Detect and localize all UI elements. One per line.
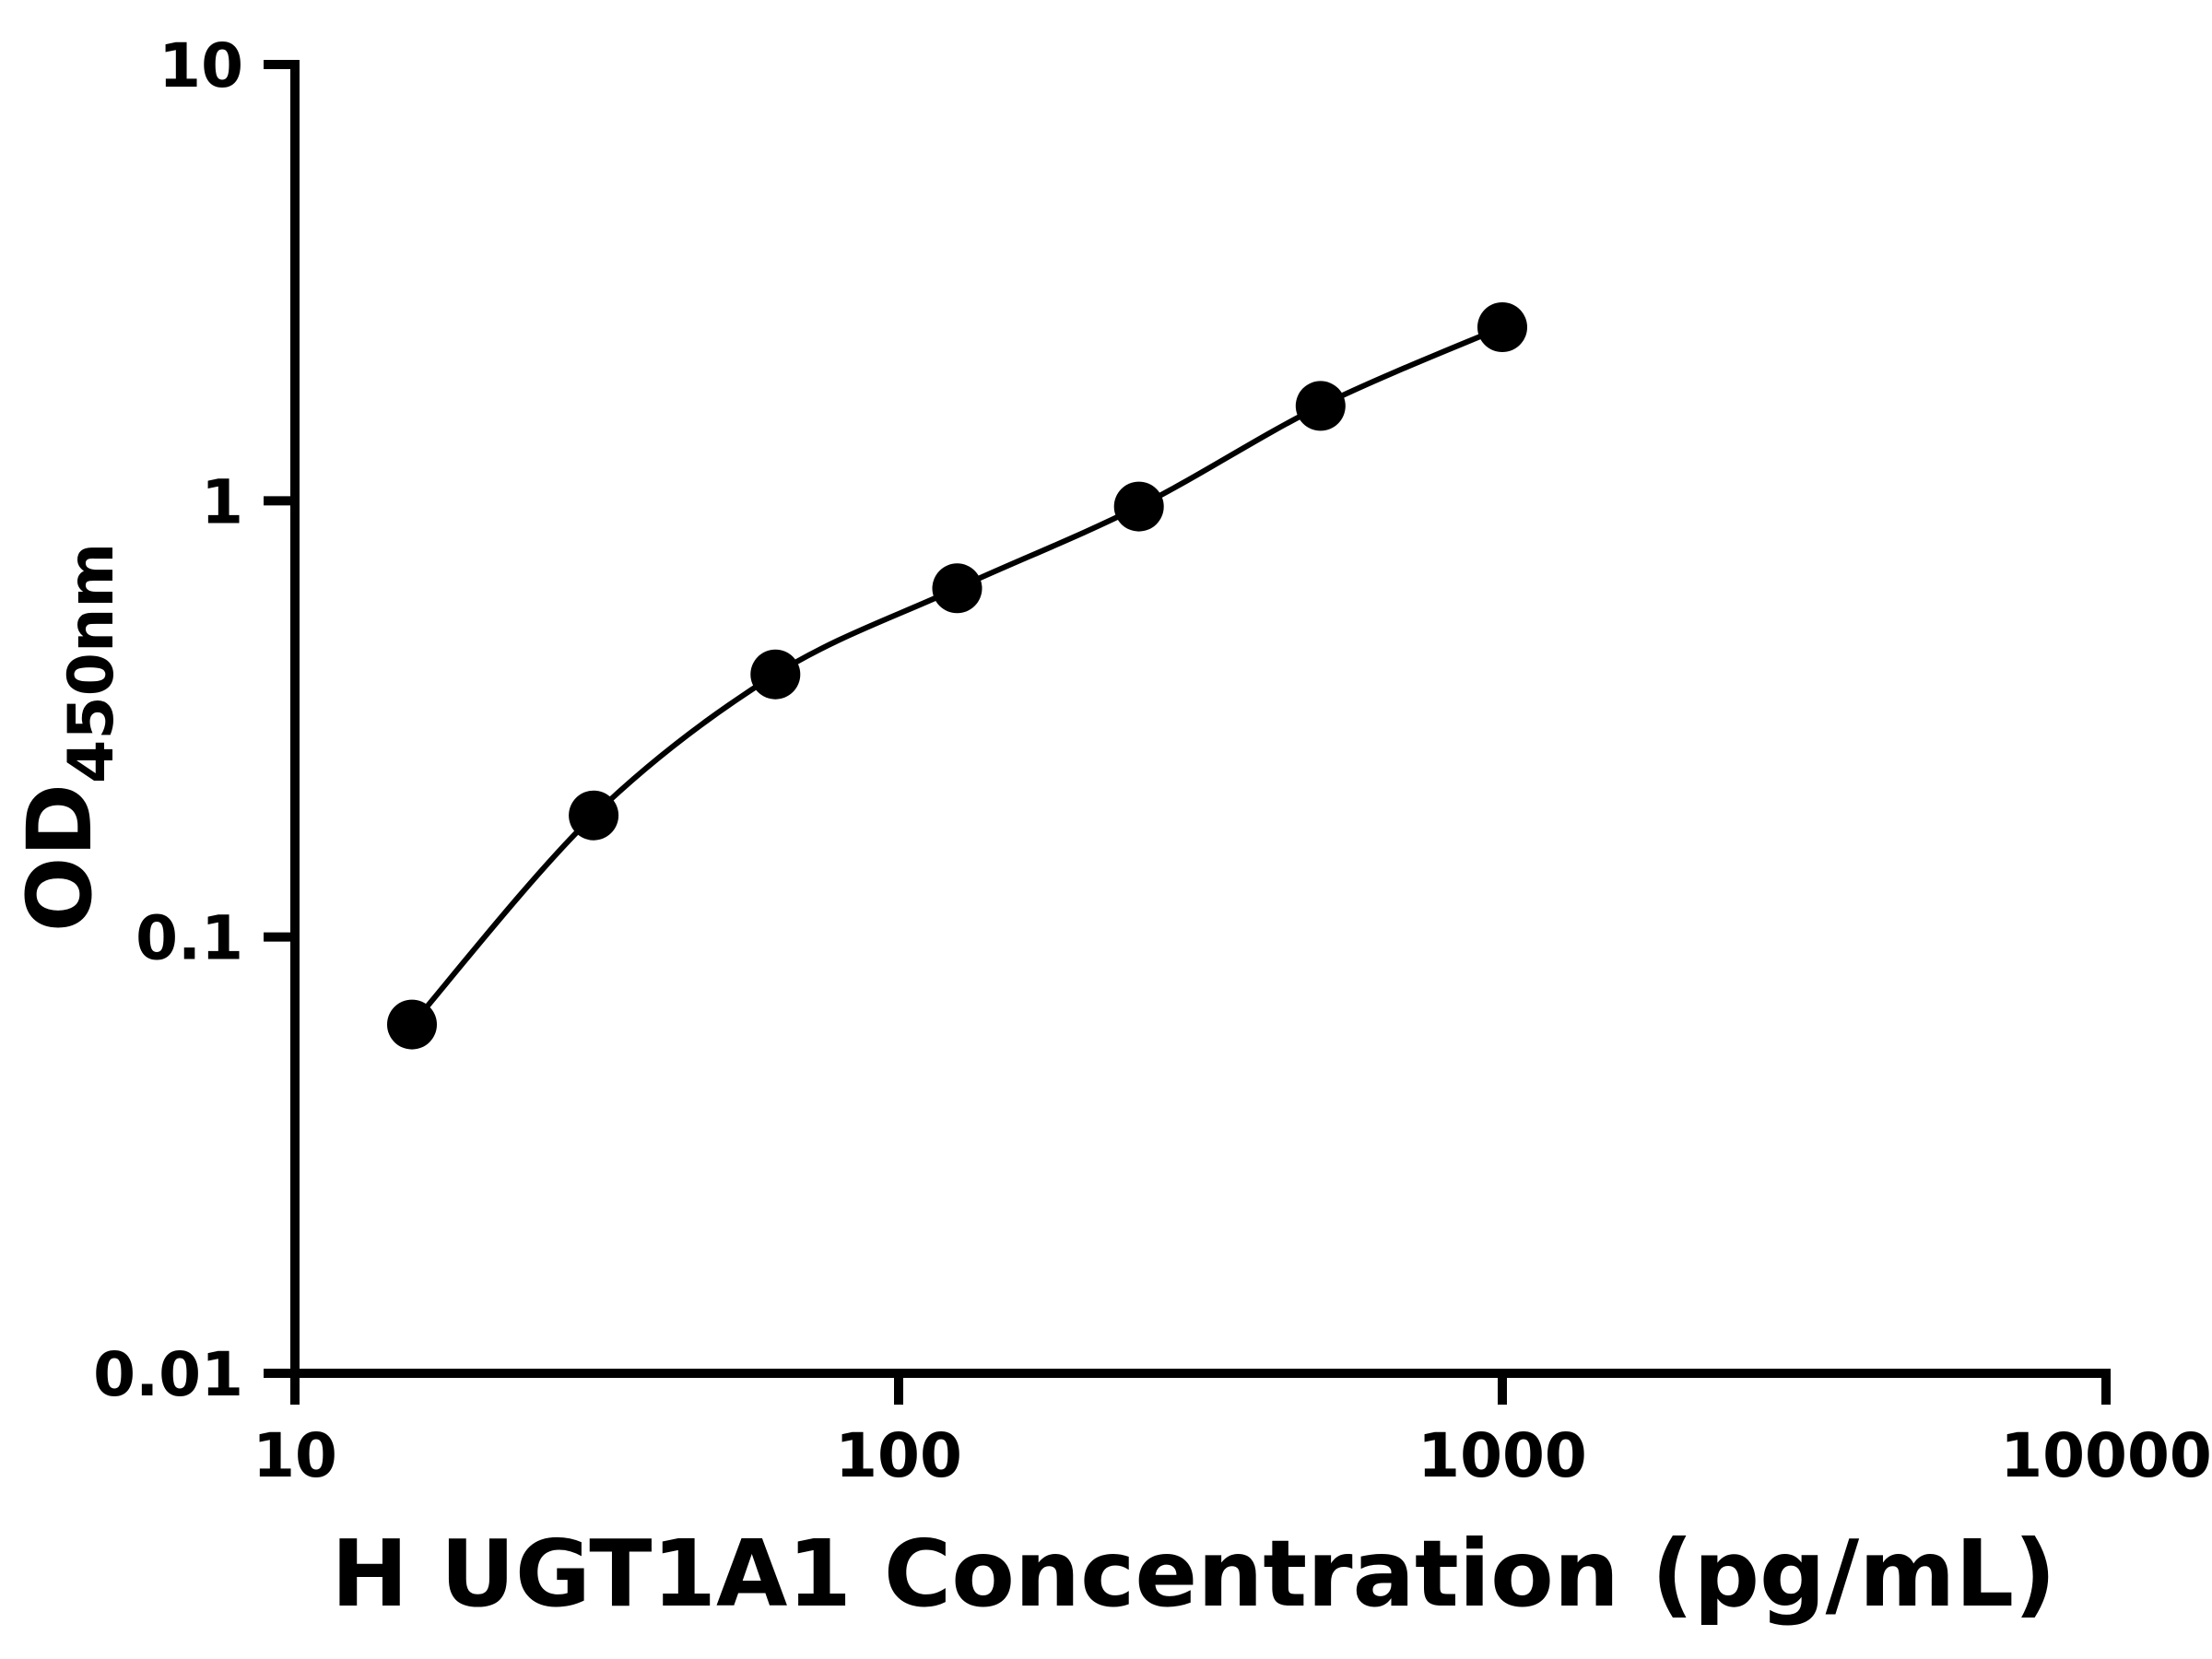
y-axis-title: OD450nm (8, 543, 128, 933)
y-axis-title-main: OD (8, 783, 112, 932)
data-point-marker (387, 999, 437, 1050)
axes (290, 60, 2111, 1378)
x-tick-label: 10000 (2000, 1420, 2212, 1491)
data-point-marker (569, 790, 619, 841)
data-point-marker (1477, 302, 1527, 352)
data-point-marker (932, 563, 982, 614)
x-tick-label: 10 (253, 1420, 337, 1491)
x-tick-label: 100 (835, 1420, 962, 1491)
x-axis-ticks: 10 100 1000 10000 (253, 1373, 2212, 1491)
y-axis-title-subscript: 450nm (55, 543, 128, 783)
y-tick-label: 0.01 (93, 1339, 243, 1410)
data-points (387, 302, 1527, 1050)
y-tick-label: 0.1 (135, 903, 243, 974)
x-tick-label: 1000 (1418, 1420, 1587, 1491)
data-point-marker (1295, 381, 1346, 431)
y-tick-label: 1 (201, 466, 243, 537)
data-point-marker (750, 649, 801, 700)
x-axis-title: H UGT1A1 Concentration (pg/mL) (331, 1520, 2056, 1628)
fit-curve (409, 324, 1505, 1028)
y-tick-label: 10 (159, 30, 243, 101)
y-axis-ticks: 0.01 0.1 1 10 (93, 30, 295, 1410)
data-point-marker (1113, 481, 1164, 532)
